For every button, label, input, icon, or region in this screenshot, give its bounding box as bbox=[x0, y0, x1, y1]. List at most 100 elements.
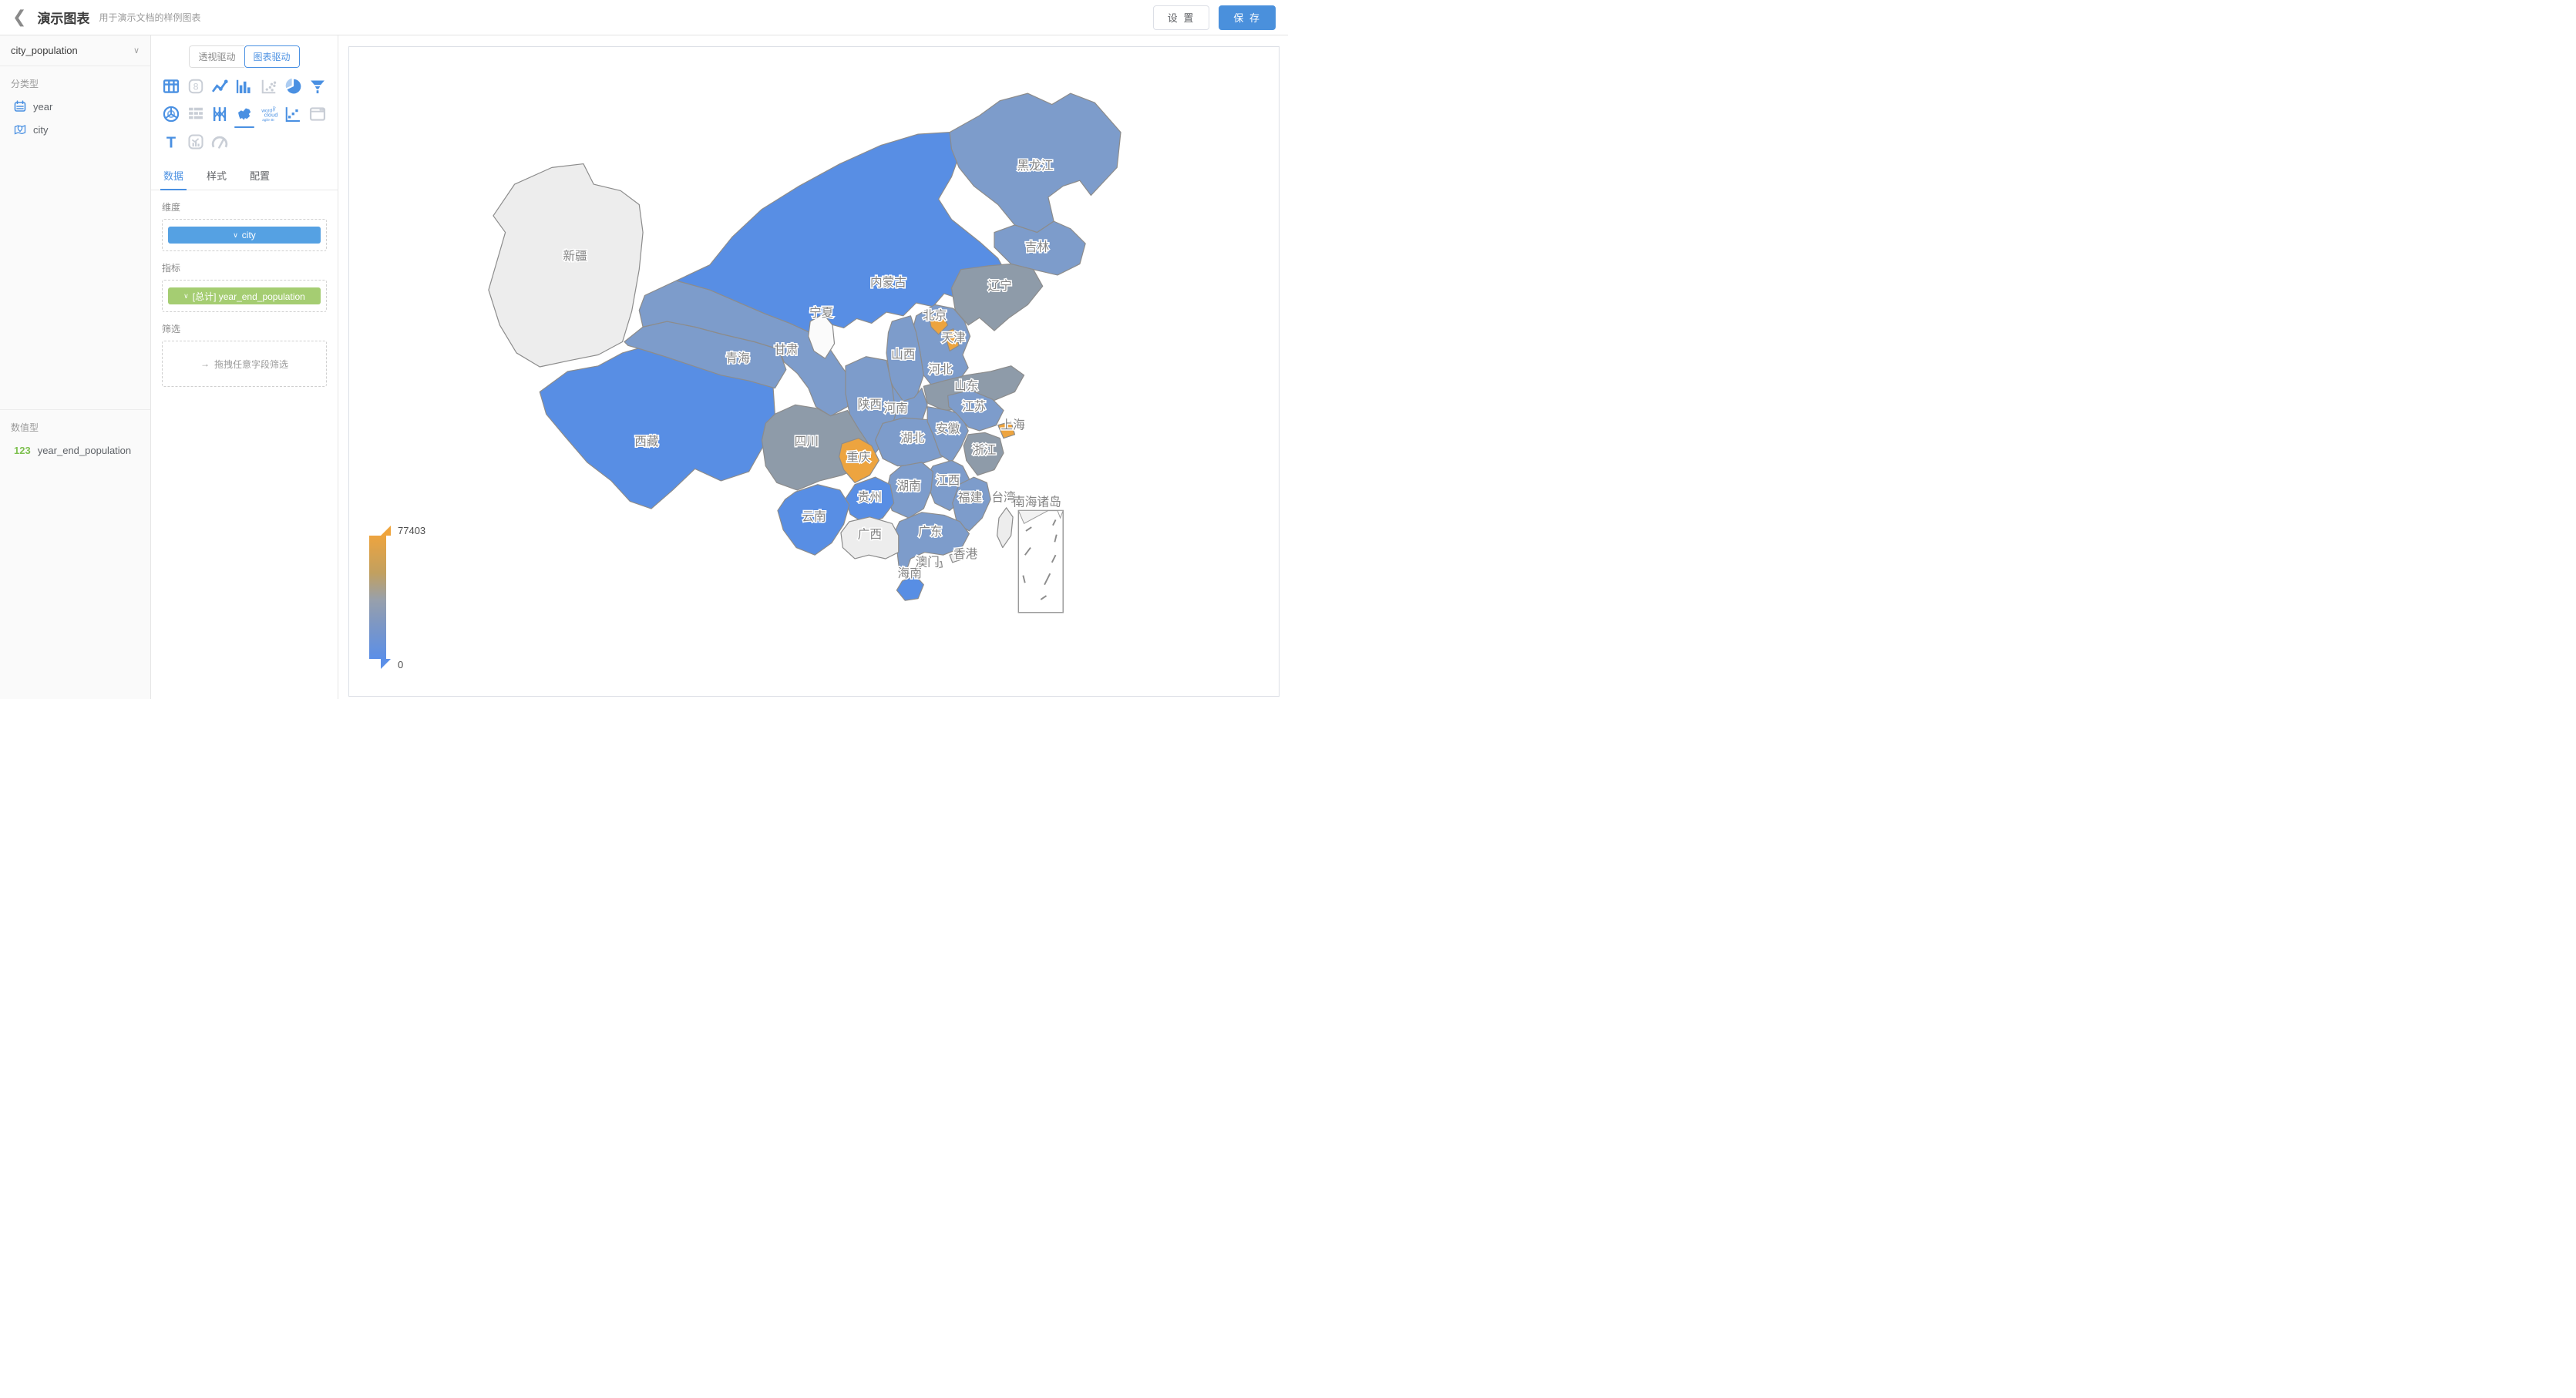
field-name: city bbox=[33, 123, 49, 136]
map-label-安徽: 安徽 bbox=[936, 422, 960, 435]
legend-min-handle[interactable] bbox=[381, 659, 391, 669]
svg-text:word: word bbox=[261, 108, 272, 113]
province-上海[interactable] bbox=[997, 421, 1016, 439]
field-city[interactable]: city bbox=[0, 118, 150, 141]
radar-chart-icon[interactable] bbox=[159, 105, 183, 123]
map-label-澳门: 澳门 bbox=[915, 556, 939, 570]
filter-drop-hint: → 拖拽任意字段筛选 bbox=[200, 358, 288, 370]
field-name: year bbox=[33, 100, 53, 113]
dimension-label: 维度 bbox=[162, 202, 181, 213]
page-subtitle: 用于演示文档的样例图表 bbox=[99, 12, 201, 23]
province-台湾[interactable] bbox=[996, 507, 1014, 549]
province-北京[interactable] bbox=[928, 313, 949, 335]
chevron-down-icon: ∨ bbox=[183, 291, 189, 300]
province-重庆[interactable] bbox=[838, 438, 880, 483]
bar-chart-icon[interactable] bbox=[232, 77, 257, 96]
map-label-湖南: 湖南 bbox=[896, 479, 920, 493]
calendar-icon bbox=[14, 100, 26, 113]
waterfall-chart-icon[interactable] bbox=[281, 105, 306, 123]
field-year[interactable]: year bbox=[0, 95, 150, 118]
map-legend: 77403 0 bbox=[369, 525, 462, 670]
svg-text:tag: tag bbox=[271, 106, 275, 112]
config-tabs: 数据 样式 配置 bbox=[151, 157, 338, 190]
province-澳门[interactable] bbox=[935, 560, 943, 569]
chart-config-panel: 透视驱动 图表驱动 8 word cloud agile BI tag T 数据 样式 配… bbox=[151, 35, 338, 699]
province-江苏[interactable] bbox=[947, 389, 1004, 432]
province-辽宁[interactable] bbox=[950, 263, 1044, 331]
gauge-icon bbox=[207, 133, 232, 151]
map-label-香港: 香港 bbox=[953, 547, 978, 561]
map-label-吉林: 吉林 bbox=[1025, 240, 1050, 254]
chevron-down-icon: ∨ bbox=[133, 46, 140, 55]
province-浙江[interactable] bbox=[963, 432, 1004, 476]
province-天津[interactable] bbox=[943, 328, 960, 352]
province-海南[interactable] bbox=[896, 575, 924, 601]
kpi-card-icon bbox=[183, 133, 208, 151]
south-china-sea-inset bbox=[1017, 509, 1064, 613]
settings-button[interactable]: 设 置 bbox=[1152, 5, 1210, 30]
word-cloud-icon[interactable]: word cloud agile BI tag bbox=[257, 105, 281, 123]
tab-config[interactable]: 配置 bbox=[250, 170, 271, 182]
legend-gradient-bar bbox=[369, 536, 386, 659]
metric-pill-year-end-population[interactable]: ∨ [总计] year_end_population bbox=[168, 287, 321, 304]
map-label-甘肃: 甘肃 bbox=[774, 343, 798, 357]
map-label-青海: 青海 bbox=[725, 351, 750, 365]
map-label-广西: 广西 bbox=[858, 528, 882, 542]
map-label-河南: 河南 bbox=[883, 402, 907, 415]
dataset-selector[interactable]: city_population ∨ bbox=[0, 35, 150, 66]
tab-data[interactable]: 数据 bbox=[160, 168, 187, 190]
pivot-table-icon bbox=[183, 105, 208, 123]
line-chart-icon[interactable] bbox=[207, 77, 232, 96]
dimension-dropzone[interactable]: ∨ city bbox=[162, 219, 327, 251]
map-label-云南: 云南 bbox=[802, 510, 826, 524]
chart-canvas: 新疆 西藏 青海 甘肃 内蒙古 黑龙江 吉林 辽宁 河北 山西 山东 河南 陕西 四川 湖北 安徽 江苏 浙江 江西… bbox=[338, 35, 1288, 699]
funnel-chart-icon[interactable] bbox=[305, 77, 330, 96]
province-宁夏[interactable] bbox=[808, 313, 836, 359]
header: ❮ 演示图表 用于演示文档的样例图表 设 置 保 存 bbox=[0, 0, 1288, 35]
metric-dropzone[interactable]: ∨ [总计] year_end_population bbox=[162, 280, 327, 312]
map-label-山东: 山东 bbox=[954, 379, 978, 393]
text-icon[interactable]: T bbox=[159, 133, 183, 151]
tab-style[interactable]: 样式 bbox=[207, 170, 227, 182]
mode-chart-driven[interactable]: 图表驱动 bbox=[244, 45, 300, 68]
province-云南[interactable] bbox=[777, 484, 850, 556]
map-label-福建: 福建 bbox=[958, 490, 983, 504]
field-year_end_population[interactable]: 123 year_end_population bbox=[0, 439, 150, 462]
legend-min-value: 0 bbox=[398, 659, 404, 670]
page-title: 演示图表 bbox=[37, 12, 90, 26]
chart-type-grid: 8 word cloud agile BI tag T bbox=[151, 68, 338, 154]
iframe-icon bbox=[305, 105, 330, 123]
map-label-江苏: 江苏 bbox=[962, 400, 986, 414]
back-icon[interactable]: ❮ bbox=[12, 7, 27, 27]
table-icon[interactable] bbox=[159, 77, 183, 96]
province-香港[interactable] bbox=[949, 551, 962, 563]
china-map-icon[interactable] bbox=[232, 105, 257, 128]
province-福建[interactable] bbox=[952, 476, 991, 532]
legend-max-handle[interactable] bbox=[381, 526, 391, 536]
province-吉林[interactable] bbox=[994, 220, 1086, 276]
province-黑龙江[interactable] bbox=[949, 92, 1122, 234]
map-label-重庆: 重庆 bbox=[846, 451, 871, 465]
map-label-北京: 北京 bbox=[923, 309, 947, 323]
numeric-section-label: 数值型 bbox=[11, 422, 39, 433]
svg-text:T: T bbox=[166, 134, 176, 150]
filter-dropzone[interactable]: → 拖拽任意字段筛选 bbox=[162, 341, 327, 387]
scatter-chart-icon bbox=[257, 77, 281, 96]
metric-label: 指标 bbox=[162, 263, 181, 274]
province-广西[interactable] bbox=[840, 516, 900, 560]
pie-chart-icon[interactable] bbox=[281, 77, 306, 96]
dataset-sidebar: city_population ∨ 分类型 year city 数值型 123 ye… bbox=[0, 35, 151, 699]
map-label-西藏: 西藏 bbox=[634, 435, 659, 449]
categorical-section-label: 分类型 bbox=[11, 79, 39, 89]
parallel-chart-icon[interactable] bbox=[207, 105, 232, 123]
mode-toggle: 透视驱动 图表驱动 bbox=[189, 45, 300, 68]
map-label-辽宁: 辽宁 bbox=[988, 279, 1012, 293]
save-button[interactable]: 保 存 bbox=[1219, 5, 1276, 30]
mode-pivot-driven[interactable]: 透视驱动 bbox=[189, 45, 244, 68]
numeric-section: 数值型 123 year_end_population bbox=[0, 409, 150, 462]
province-新疆[interactable] bbox=[488, 163, 644, 368]
dimension-pill-city[interactable]: ∨ city bbox=[168, 227, 321, 244]
map-label-河北: 河北 bbox=[928, 362, 953, 376]
map-label-海南: 海南 bbox=[898, 566, 922, 580]
